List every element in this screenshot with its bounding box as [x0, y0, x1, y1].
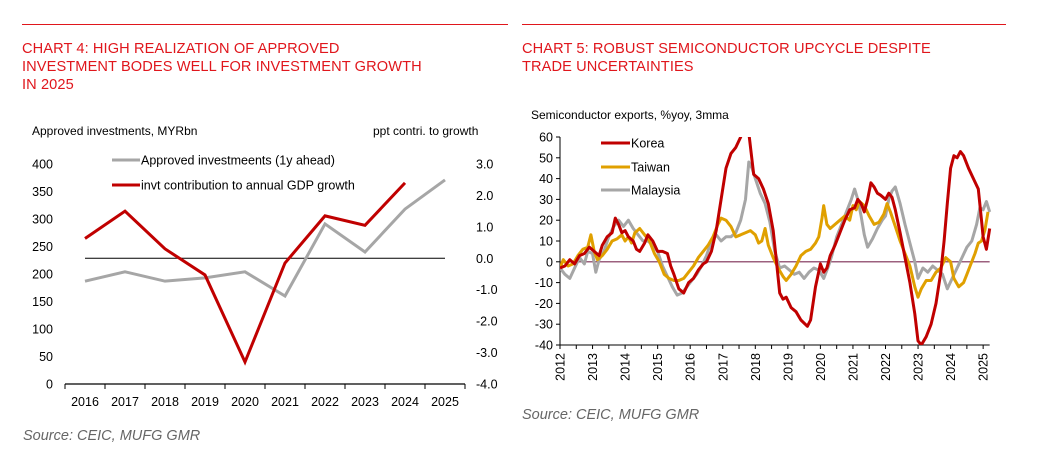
- chart4-x-tick-label: 2023: [351, 395, 379, 409]
- chart5-title: CHART 5: ROBUST SEMICONDUCTOR UPCYCLE DE…: [522, 40, 1022, 76]
- chart4-left-tick-label: 350: [32, 185, 53, 199]
- chart4-left-axis-label: Approved investments, MYRbn: [32, 124, 198, 138]
- chart5-title-line-2: TRADE UNCERTAINTIES: [522, 59, 694, 75]
- chart5-x-tick-label: 2023: [912, 353, 926, 381]
- chart5-x-tick-label: 2022: [879, 353, 893, 381]
- chart4-right-tick-label: -1.0: [476, 283, 498, 297]
- chart5-y-tick-label: -40: [535, 339, 553, 353]
- chart4-right-tick-label: -3.0: [476, 346, 498, 360]
- chart5-y-tick-label: -30: [535, 318, 553, 332]
- chart4-top-rule: [22, 24, 508, 25]
- chart4-x-tick-label: 2025: [431, 395, 459, 409]
- chart5-x-tick-label: 2021: [846, 353, 860, 381]
- chart5-y-tick-label: -10: [535, 276, 553, 290]
- chart5-x-tick-label: 2018: [749, 353, 763, 381]
- chart4-x-tick-label: 2019: [191, 395, 219, 409]
- chart4-left-tick-label: 100: [32, 323, 53, 337]
- chart4-left-tick-label: 250: [32, 240, 53, 254]
- chart5-series-malaysia: [560, 160, 992, 297]
- chart4-right-tick-label: 2.0: [476, 189, 493, 203]
- chart4-title-line-1: CHART 4: HIGH REALIZATION OF APPROVED: [22, 41, 340, 57]
- chart4-left-tick-label: 400: [32, 158, 53, 172]
- chart5-x-tick-label: 2024: [944, 353, 958, 381]
- chart4-legend-label: invt contribution to annual GDP growth: [141, 179, 355, 193]
- chart5-legend-label: Malaysia: [631, 184, 680, 198]
- chart5-source: Source: CEIC, MUFG GMR: [522, 407, 700, 423]
- chart5-y-tick-label: 10: [539, 235, 553, 249]
- chart4-right-tick-label: 0.0: [476, 252, 493, 266]
- chart5-y-tick-label: 30: [539, 193, 553, 207]
- chart5-x-tick-label: 2014: [619, 353, 633, 381]
- chart4-right-tick-label: 1.0: [476, 220, 493, 234]
- chart4-right-tick-label: -2.0: [476, 315, 498, 329]
- chart5-legend-label: Korea: [631, 137, 664, 151]
- chart5-x-tick-label: 2012: [554, 353, 568, 381]
- chart5-series-korea: [560, 137, 992, 345]
- chart5-x-tick-label: 2016: [684, 353, 698, 381]
- chart4-series-approved-investments: [84, 178, 446, 299]
- chart5-legend-label: Taiwan: [631, 161, 670, 175]
- chart4-right-tick-label: 3.0: [476, 158, 493, 172]
- chart4-x-tick-label: 2021: [271, 395, 299, 409]
- chart5-axis-label: Semiconductor exports, %yoy, 3mma: [531, 108, 729, 122]
- chart4-title-line-3: IN 2025: [22, 77, 74, 93]
- chart5-x-tick-label: 2020: [814, 353, 828, 381]
- chart4-right-axis-label: ppt contri. to growth: [373, 124, 479, 138]
- chart4-title-line-2: INVESTMENT BODES WELL FOR INVESTMENT GRO…: [22, 59, 422, 75]
- chart4-x-tick-label: 2016: [71, 395, 99, 409]
- chart5-y-tick-label: 40: [539, 172, 553, 186]
- chart4-right-tick-label: -4.0: [476, 378, 498, 392]
- chart4-left-tick-label: 300: [32, 213, 53, 227]
- chart5-x-tick-label: 2013: [586, 353, 600, 381]
- chart5-x-tick-label: 2019: [781, 353, 795, 381]
- chart5-y-tick-label: -20: [535, 297, 553, 311]
- chart4-x-tick-label: 2018: [151, 395, 179, 409]
- chart4-left-tick-label: 50: [39, 350, 53, 364]
- chart4-left-tick-label: 200: [32, 268, 53, 282]
- chart5-y-tick-label: 60: [539, 131, 553, 145]
- chart4-x-tick-label: 2022: [311, 395, 339, 409]
- chart4-left-tick-label: 0: [46, 378, 53, 392]
- chart5-top-rule: [522, 24, 1006, 25]
- chart5-x-tick-label: 2015: [651, 353, 665, 381]
- chart5-y-tick-label: 50: [539, 151, 553, 165]
- chart4-legend-label: Approved investmeents (1y ahead): [141, 154, 335, 168]
- chart4-title: CHART 4: HIGH REALIZATION OF APPROVED IN…: [22, 40, 512, 94]
- chart4-x-tick-label: 2024: [391, 395, 419, 409]
- chart4-x-tick-label: 2017: [111, 395, 139, 409]
- chart5-y-tick-label: 20: [539, 214, 553, 228]
- chart4-x-tick-label: 2020: [231, 395, 259, 409]
- chart5-x-tick-label: 2025: [977, 353, 991, 381]
- chart5-title-line-1: CHART 5: ROBUST SEMICONDUCTOR UPCYCLE DE…: [522, 41, 931, 57]
- chart5-x-tick-label: 2017: [716, 353, 730, 381]
- chart5-y-tick-label: 0: [546, 255, 553, 269]
- chart4-left-tick-label: 150: [32, 295, 53, 309]
- chart4-source: Source: CEIC, MUFG GMR: [23, 428, 201, 444]
- chart4-series-invt-contribution: [84, 181, 407, 366]
